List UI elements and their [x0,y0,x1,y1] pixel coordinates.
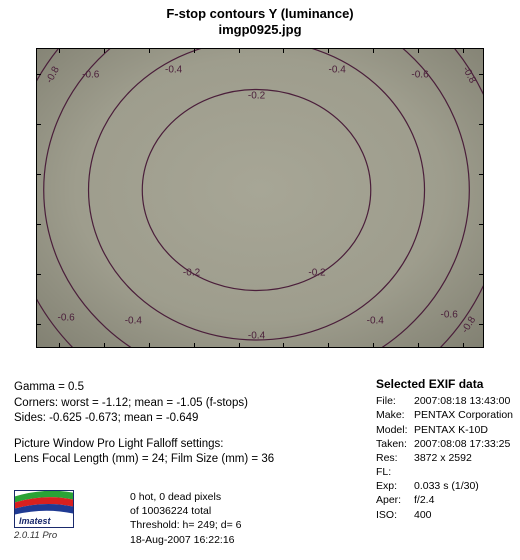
threshold-line: Threshold: h= 249; d= 6 [130,518,242,532]
pw-heading: Picture Window Pro Light Falloff setting… [14,437,274,453]
exif-iso: ISO:400 [376,508,513,522]
contour-label: -0.6 [440,309,459,320]
exif-panel: Selected EXIF data File:2007:08:18 13:43… [376,376,513,522]
contour-label: -0.4 [328,65,347,76]
exif-heading: Selected EXIF data [376,376,513,392]
corners-line: Corners: worst = -1.12; mean = -1.05 (f-… [14,396,274,412]
plot-area: -0.2 -0.2 -0.2 -0.4 -0.4 -0.4 -0.4 -0.4 -0.6 -0.6… [36,48,484,348]
contour-label: -0.2 [182,267,201,278]
contour-label: -0.4 [164,65,183,76]
gamma-line: Gamma = 0.5 [14,380,274,396]
contour-label: -0.6 [56,312,75,323]
pixels-line2: of 10036224 total [130,504,242,518]
logo-text: Imatest [19,516,51,526]
title-line2: imgp0925.jpg [0,22,520,38]
exif-fl: FL: [376,465,513,479]
contour-label: -0.6 [410,69,429,80]
exif-res: Res:3872 x 2592 [376,451,513,465]
contour-label: -0.4 [366,315,385,326]
timestamp-line: 18-Aug-2007 16:22:16 [130,533,242,547]
contour-chart: -0.2 -0.2 -0.2 -0.4 -0.4 -0.4 -0.4 -0.4 -0.6 -0.6… [36,48,484,358]
contour-label: -0.4 [124,315,143,326]
contour-label: -0.6 [81,69,100,80]
exif-model: Model:PENTAX K-10D [376,423,513,437]
exif-taken: Taken:2007:08:08 17:33:25 [376,437,513,451]
footer-info: 0 hot, 0 dead pixels of 10036224 total T… [130,490,242,547]
imatest-logo: Imatest [14,490,74,528]
pixels-line1: 0 hot, 0 dead pixels [130,490,242,504]
sides-line: Sides: -0.625 -0.673; mean = -0.649 [14,411,274,427]
contour-label: -0.2 [247,90,266,101]
chart-title: F-stop contours Y (luminance) imgp0925.j… [0,0,520,37]
exif-exp: Exp:0.033 s (1/30) [376,479,513,493]
measurement-info: Gamma = 0.5 Corners: worst = -1.12; mean… [14,380,274,468]
contour-label: -0.2 [307,267,326,278]
pw-params: Lens Focal Length (mm) = 24; Film Size (… [14,452,274,468]
contour-label: -0.4 [247,330,266,341]
exif-file: File:2007:08:18 13:43:00 [376,394,513,408]
exif-aper: Aper:f/2.4 [376,493,513,507]
version-text: 2.0.11 Pro [14,530,74,541]
title-line1: F-stop contours Y (luminance) [0,6,520,22]
exif-make: Make:PENTAX Corporation [376,408,513,422]
logo-block: Imatest 2.0.11 Pro [14,490,74,541]
